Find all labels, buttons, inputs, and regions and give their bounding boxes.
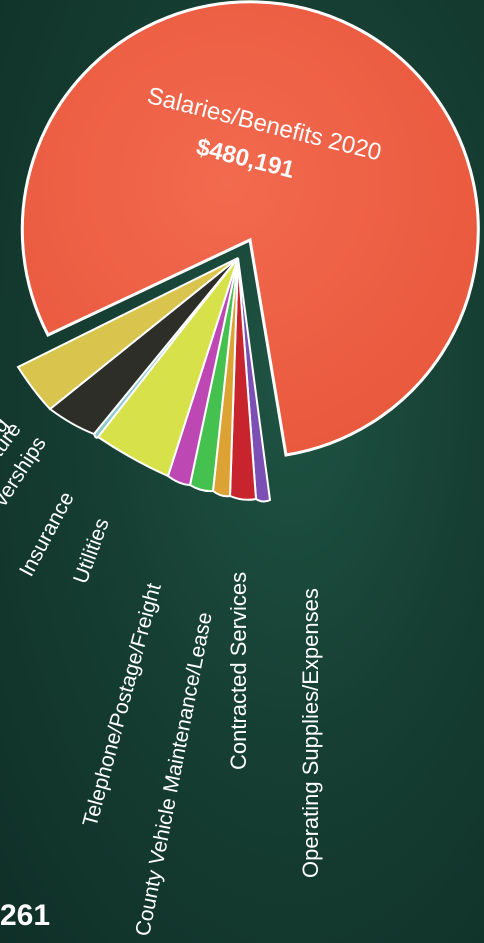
pie-slice-insurance bbox=[96, 257, 239, 478]
label-telephone: Telephone/Postage/Freight bbox=[79, 581, 166, 830]
small-slices-group bbox=[16, 257, 272, 503]
label-utilities: Utilities bbox=[69, 515, 114, 586]
operating-supplies-label: Operating Supplies/Expenses bbox=[298, 588, 323, 878]
pie-slice-training bbox=[16, 257, 239, 411]
label-insurance: Insurance bbox=[15, 488, 79, 580]
telephone-label: Telephone/Postage/Freight bbox=[79, 581, 166, 830]
utilities-label: Utilities bbox=[69, 515, 114, 586]
insurance-label: Insurance bbox=[15, 488, 79, 580]
contracted-services-label: Contracted Services bbox=[226, 572, 251, 770]
page-number-fragment: 261 bbox=[0, 899, 51, 932]
label-contracted-services: Contracted Services bbox=[226, 572, 251, 770]
label-operating-supplies: Operating Supplies/Expenses bbox=[298, 588, 323, 878]
pie-slice-salaries-benefits bbox=[20, 0, 480, 457]
